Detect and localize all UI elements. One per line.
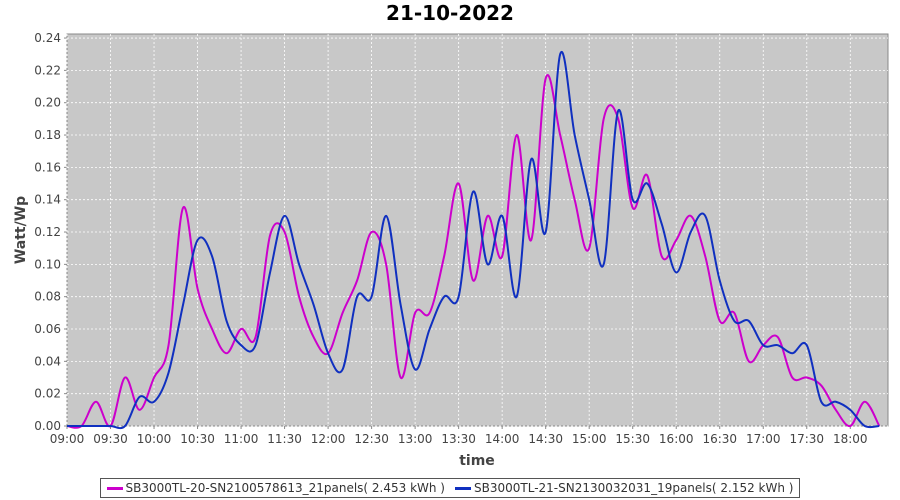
legend-swatch — [106, 486, 123, 490]
x-tick-label: 14:30 — [528, 432, 563, 446]
x-tick-label: 11:30 — [267, 432, 302, 446]
y-tick-label: 0.06 — [34, 322, 61, 336]
y-tick-label: 0.04 — [34, 354, 61, 368]
legend-label: SB3000TL-20-SN2100578613_21panels( 2.453… — [125, 481, 445, 495]
legend-label: SB3000TL-21-SN2130032031_19panels( 2.152… — [474, 481, 794, 495]
x-tick-label: 14:00 — [485, 432, 520, 446]
y-tick-label: 0.20 — [34, 96, 61, 110]
y-tick-label: 0.14 — [34, 193, 61, 207]
x-tick-label: 09:30 — [93, 432, 128, 446]
legend-item: SB3000TL-20-SN2100578613_21panels( 2.453… — [106, 481, 445, 495]
series-line — [66, 74, 881, 429]
x-tick-label: 12:00 — [311, 432, 346, 446]
plot-area — [66, 33, 889, 427]
x-tick-label: 13:30 — [441, 432, 476, 446]
chart: 21-10-2022 time Watt/Wp 0.00 0.02 0.04 0.06… — [13, 1, 889, 469]
legend: SB3000TL-20-SN2100578613_21panels( 2.453… — [0, 478, 900, 498]
series-line — [67, 50, 880, 430]
y-tick-label: 0.16 — [34, 160, 61, 174]
x-tick-label: 10:30 — [180, 432, 215, 446]
x-tick-label: 12:30 — [354, 432, 389, 446]
x-tick-label: 11:00 — [224, 432, 259, 446]
legend-box: SB3000TL-20-SN2100578613_21panels( 2.453… — [99, 478, 801, 498]
y-tick-label: 0.00 — [34, 419, 61, 433]
y-tick-label: 0.10 — [34, 257, 61, 271]
chart-title: 21-10-2022 — [386, 1, 514, 25]
y-axis-label: Watt/Wp — [13, 196, 29, 264]
x-tick-label: 10:00 — [137, 432, 172, 446]
y-tick-label: 0.12 — [34, 225, 61, 239]
x-tick-label: 17:00 — [746, 432, 781, 446]
x-tick-label: 16:30 — [702, 432, 737, 446]
legend-item: SB3000TL-21-SN2130032031_19panels( 2.152… — [455, 481, 793, 495]
x-tick-label: 13:00 — [398, 432, 433, 446]
x-tick-label: 18:00 — [833, 432, 868, 446]
y-tick-label: 0.02 — [34, 387, 61, 401]
x-tick-label: 09:00 — [50, 432, 85, 446]
y-tick-label: 0.08 — [34, 290, 61, 304]
y-tick-label: 0.18 — [34, 128, 61, 142]
y-tick-label: 0.22 — [34, 63, 61, 77]
x-tick-label: 15:30 — [615, 432, 650, 446]
x-tick-label: 16:00 — [659, 432, 694, 446]
legend-swatch — [455, 486, 471, 490]
x-axis-label: time — [459, 453, 495, 469]
x-tick-label: 17:30 — [789, 432, 824, 446]
x-tick-label: 15:00 — [572, 432, 607, 446]
y-tick-label: 0.24 — [34, 31, 61, 45]
